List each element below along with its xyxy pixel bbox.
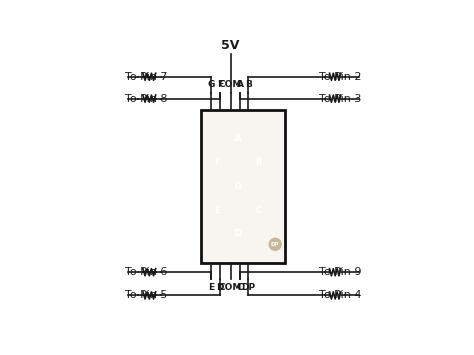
- Text: DP: DP: [271, 242, 279, 247]
- Text: COM: COM: [219, 80, 242, 89]
- Bar: [201, 110, 285, 263]
- Text: To Pin 5: To Pin 5: [126, 290, 168, 300]
- Text: To Pin 6: To Pin 6: [126, 267, 168, 277]
- Polygon shape: [215, 182, 261, 190]
- Text: D: D: [216, 283, 223, 292]
- Polygon shape: [255, 143, 262, 182]
- Text: D: D: [234, 229, 241, 239]
- Text: G: G: [235, 182, 241, 191]
- Text: E: E: [209, 283, 215, 292]
- Polygon shape: [215, 135, 261, 142]
- Text: B: B: [245, 80, 252, 89]
- Text: 5V: 5V: [221, 39, 240, 53]
- Text: C: C: [237, 283, 244, 292]
- Circle shape: [269, 238, 281, 250]
- Text: C: C: [255, 206, 261, 214]
- Text: F: F: [215, 158, 220, 167]
- Text: COM: COM: [219, 283, 242, 292]
- Text: To Pin 8: To Pin 8: [126, 94, 168, 104]
- Text: A: A: [237, 80, 244, 89]
- Text: DP: DP: [241, 283, 255, 292]
- Text: To Pin 2: To Pin 2: [319, 72, 362, 82]
- Text: E: E: [215, 206, 220, 214]
- Polygon shape: [255, 190, 262, 230]
- Polygon shape: [213, 143, 221, 182]
- Text: To Pin 9: To Pin 9: [319, 267, 362, 277]
- Text: To Pin 3: To Pin 3: [319, 94, 362, 104]
- Text: G: G: [208, 80, 215, 89]
- Text: To Pin 4: To Pin 4: [319, 290, 362, 300]
- Text: F: F: [217, 80, 223, 89]
- Text: To Pin 7: To Pin 7: [126, 72, 168, 82]
- Polygon shape: [213, 190, 221, 230]
- Text: A: A: [235, 134, 241, 143]
- Polygon shape: [215, 230, 261, 238]
- Text: B: B: [255, 158, 262, 167]
